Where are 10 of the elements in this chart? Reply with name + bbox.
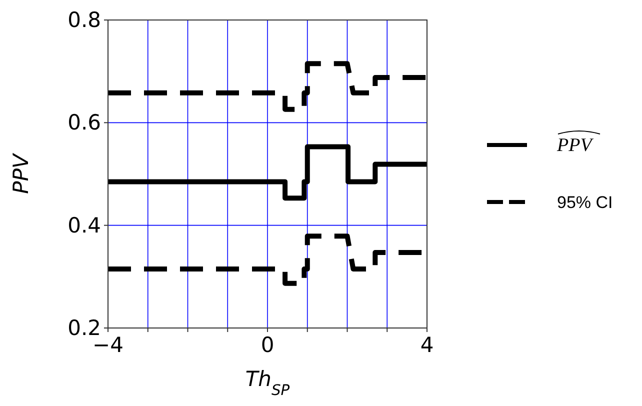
y-tick-label: 0.6	[68, 110, 101, 135]
x-tick-label: 0	[260, 333, 274, 357]
x-axis-title: Th$_{SP}$	[245, 367, 290, 398]
legend-label: PPV	[556, 135, 594, 156]
y-tick-label: 0.8	[68, 8, 101, 32]
x-tick-label: 4	[420, 333, 434, 357]
y-axis-title: PPV	[9, 152, 33, 194]
y-tick-label: 0.4	[68, 213, 101, 238]
legend-label: 95% CI	[557, 193, 613, 212]
y-tick-label: 0.2	[68, 316, 101, 340]
